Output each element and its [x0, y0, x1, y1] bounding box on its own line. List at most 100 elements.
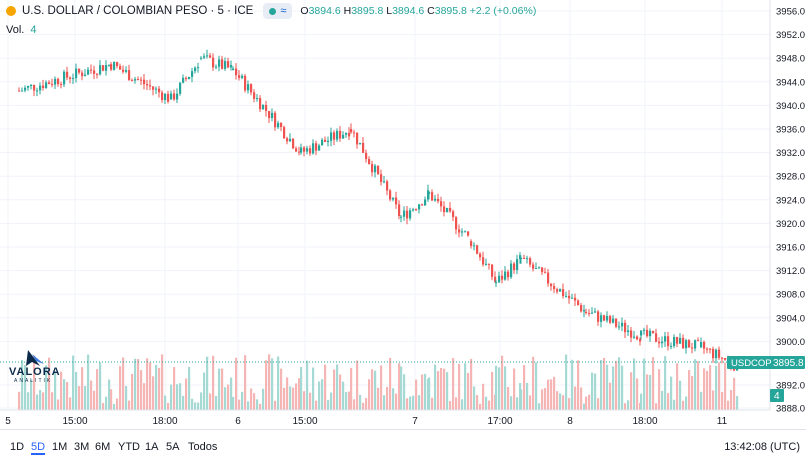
- volume-bar: [116, 398, 119, 410]
- volume-bar: [60, 371, 63, 410]
- time-tick-label: 6: [235, 416, 241, 427]
- candle-body: [215, 66, 218, 68]
- volume-bar: [96, 369, 99, 410]
- candle-body: [36, 90, 39, 92]
- candle-body: [224, 61, 227, 69]
- candle-body: [57, 78, 60, 85]
- volume-bar: [736, 396, 739, 410]
- price-tick-label: 3892.0: [776, 381, 805, 392]
- candle-body: [21, 90, 24, 92]
- symbol-title[interactable]: U.S. DOLLAR / COLOMBIAN PESO · 5 · ICE: [22, 5, 254, 17]
- volume-bar: [526, 382, 529, 410]
- time-tick-label: 8: [567, 416, 573, 427]
- data-status-pill[interactable]: ≈: [263, 3, 293, 19]
- volume-bar: [277, 356, 280, 410]
- candle-body: [440, 201, 443, 207]
- volume-bar: [406, 398, 409, 410]
- candle-body: [400, 216, 403, 218]
- volume-bar: [283, 387, 286, 410]
- volume-bar: [694, 359, 697, 410]
- volume-bar: [350, 367, 353, 410]
- volume-bar: [176, 384, 179, 410]
- range-5d-button[interactable]: 5D: [31, 441, 46, 455]
- candle-body: [389, 190, 392, 200]
- volume-bar: [544, 388, 547, 410]
- price-tick-label: 3956.0: [776, 7, 805, 18]
- volume-bar: [90, 380, 93, 410]
- candle-body: [359, 142, 362, 145]
- candle-body: [377, 165, 380, 175]
- candle-body: [336, 130, 339, 140]
- range-1d-button[interactable]: 1D: [10, 441, 25, 453]
- volume-bar: [200, 392, 203, 410]
- candle-body: [547, 272, 550, 284]
- candle-body: [479, 253, 482, 258]
- volume-bar: [553, 376, 556, 410]
- volume-bar: [146, 358, 149, 410]
- candle-body: [640, 330, 643, 336]
- range-ytd-button[interactable]: YTD: [118, 441, 140, 453]
- candle-body: [241, 75, 244, 78]
- volume-bar: [119, 366, 122, 410]
- candle-body: [271, 112, 274, 119]
- candle-body: [386, 181, 389, 191]
- volume-bar: [227, 384, 230, 410]
- utc-clock[interactable]: 13:42:08 (UTC): [724, 441, 800, 453]
- volume-bar: [137, 359, 140, 410]
- candle-body: [639, 339, 642, 342]
- volume-bar: [298, 378, 301, 410]
- range-all-button[interactable]: Todos: [188, 441, 218, 453]
- candle-body: [116, 62, 119, 67]
- volume-bar: [63, 379, 66, 410]
- price-tick-label: 3952.0: [776, 30, 805, 41]
- range-3m-button[interactable]: 3M: [74, 441, 90, 453]
- volume-bar: [440, 367, 443, 410]
- volume-bar: [443, 368, 446, 410]
- candle-body: [538, 267, 541, 269]
- volume-bar: [362, 402, 365, 410]
- volume-bar: [621, 365, 624, 410]
- volume-bar: [418, 395, 421, 410]
- candle-body: [697, 340, 700, 342]
- candle-body: [81, 72, 84, 77]
- volume-bar: [179, 383, 182, 410]
- volume-bar: [164, 395, 167, 410]
- candle-body: [300, 147, 303, 153]
- range-6m-button[interactable]: 6M: [95, 441, 111, 453]
- volume-bar: [333, 369, 336, 410]
- volume-bar: [485, 396, 488, 410]
- candle-body: [330, 132, 333, 141]
- candle-body: [185, 77, 188, 80]
- volume-bar: [685, 396, 688, 410]
- candlesticks: [18, 49, 739, 372]
- candle-body: [421, 204, 424, 206]
- candle-body: [371, 164, 374, 173]
- candle-body: [395, 197, 398, 205]
- range-1m-button[interactable]: 1M: [52, 441, 68, 453]
- volume-bar: [371, 369, 374, 410]
- candle-body: [673, 336, 676, 346]
- volume-bar: [312, 367, 315, 410]
- volume-bar: [437, 371, 440, 410]
- volume-bar: [571, 359, 574, 410]
- candle-body: [446, 207, 449, 213]
- volume-bar: [603, 357, 606, 410]
- candle-body: [398, 204, 401, 216]
- volume-bar: [143, 383, 146, 410]
- candle-body: [374, 165, 377, 173]
- range-1a-button[interactable]: 1A: [145, 441, 159, 453]
- candle-body: [392, 197, 395, 200]
- price-tick-label: 3932.0: [776, 148, 805, 159]
- volume-bar: [664, 356, 667, 410]
- candle-body: [661, 341, 664, 344]
- candle-body: [461, 231, 464, 233]
- candle-body: [119, 66, 122, 70]
- volume-bar: [568, 398, 571, 410]
- volume-bar: [306, 360, 309, 410]
- candle-body: [520, 257, 523, 259]
- range-5a-button[interactable]: 5A: [166, 441, 180, 453]
- candle-body: [221, 59, 224, 69]
- price-chart[interactable]: 3956.0 3952.0 3948.0 3944.0 3940.0 3936.0 3932…: [0, 0, 806, 429]
- volume-bar: [110, 389, 113, 410]
- volume-bar: [673, 399, 676, 410]
